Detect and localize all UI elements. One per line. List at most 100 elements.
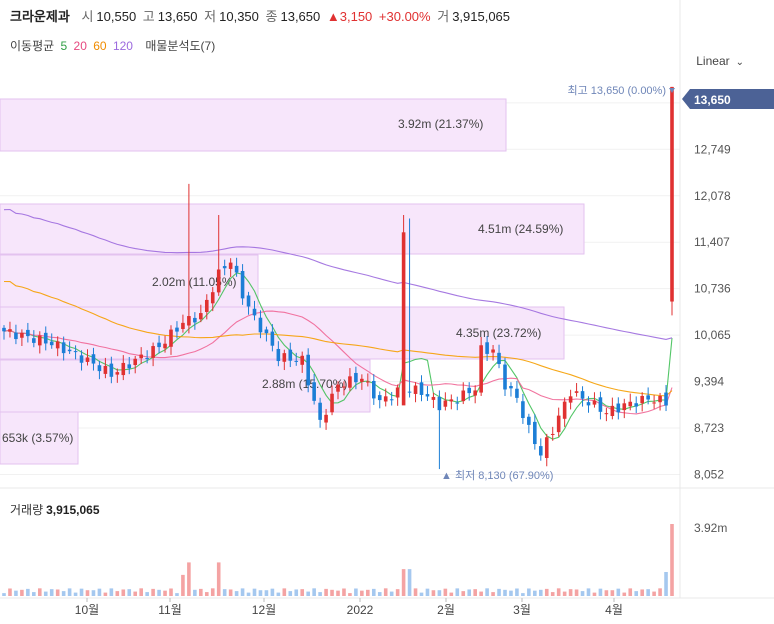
- volume-bar: [413, 588, 418, 596]
- candle-body: [49, 341, 54, 346]
- volume-bar: [491, 592, 495, 596]
- candle-body: [509, 386, 513, 389]
- volume-bar: [366, 589, 370, 596]
- volume-bar: [562, 591, 567, 596]
- volume-bar: [127, 589, 132, 596]
- volume-bar: [324, 588, 328, 596]
- volume-bar: [419, 592, 424, 596]
- volume-bar: [2, 593, 6, 596]
- volume-profile-box: [0, 254, 259, 308]
- candle-body: [354, 372, 358, 383]
- volume-bar: [49, 589, 54, 596]
- candle-body: [187, 316, 191, 326]
- candle-body: [222, 266, 227, 269]
- y-tick-label: 10,736: [694, 282, 731, 296]
- candle-body: [91, 354, 96, 364]
- candle-body: [55, 341, 60, 349]
- candle-body: [252, 308, 257, 316]
- candle-body: [443, 400, 448, 407]
- candle-body: [604, 413, 609, 415]
- volume-bar: [240, 588, 245, 596]
- candle-body: [8, 329, 12, 332]
- candle-body: [121, 362, 126, 376]
- candle-body: [664, 392, 668, 406]
- candle-body: [670, 86, 674, 302]
- volume-profile-label: 매물분석도(7): [145, 39, 216, 53]
- volume-bar: [252, 588, 257, 596]
- candle-body: [312, 382, 316, 401]
- candle-body: [157, 342, 161, 348]
- volume-bar: [395, 589, 400, 596]
- volume-bar: [109, 588, 114, 596]
- candle-body: [497, 352, 501, 365]
- candle-body: [139, 354, 143, 359]
- volume-bar: [216, 562, 221, 596]
- volume-profile: 3.92m (21.37%) 4.51m (24.59%) 2.02m (11.05…: [0, 98, 585, 465]
- ma-5: 5: [60, 39, 68, 53]
- candle-body: [336, 384, 340, 392]
- volume-bar: [20, 589, 24, 596]
- volume-bar: [580, 591, 585, 596]
- volume-bar: [336, 590, 340, 596]
- high-marker: 최고 13,650 (0.00%): [567, 84, 666, 97]
- candle-body: [20, 332, 24, 338]
- candle-body: [515, 388, 519, 398]
- moving-average-legend[interactable]: 이동평균 5 20 60 120 매물분석도(7): [10, 37, 218, 54]
- volume-bar: [598, 588, 603, 596]
- volume-value: 3,915,065: [452, 9, 511, 24]
- candle-body: [73, 351, 78, 353]
- candle-body: [646, 395, 650, 400]
- volume-bar: [97, 588, 102, 596]
- volume-bar: [175, 593, 179, 596]
- scale-selector[interactable]: Linear ⌄: [696, 54, 744, 68]
- high-label: 고: [142, 9, 155, 24]
- volume-bar: [26, 588, 30, 596]
- scale-label: Linear: [696, 54, 730, 68]
- y-tick-label: 12,749: [694, 142, 731, 156]
- volume-bar: [509, 590, 513, 596]
- candle-body: [580, 391, 585, 399]
- price-header: 크라운제과 시 10,550 고 13,650 저 10,350 종 13,650 ▲3…: [10, 6, 513, 25]
- candle-body: [43, 332, 48, 344]
- open-label: 시: [81, 9, 94, 24]
- volume-profile-box: [0, 203, 585, 255]
- candle-body: [360, 378, 364, 382]
- candle-body: [246, 295, 251, 307]
- candle-body: [145, 358, 149, 360]
- candle-body: [592, 400, 597, 405]
- volume-bar: [222, 589, 227, 596]
- candle-body: [383, 396, 388, 402]
- volume-bar: [568, 589, 573, 596]
- volume-bar: [61, 591, 66, 596]
- volume-bar: [467, 589, 472, 596]
- candle-body: [234, 265, 239, 273]
- volume-bar: [37, 588, 42, 596]
- candle-body: [67, 349, 72, 352]
- volume-bar: [377, 592, 382, 596]
- volume-bar: [264, 590, 269, 596]
- low-label: 저: [204, 9, 217, 24]
- candles: [2, 86, 674, 470]
- candle-body: [562, 401, 567, 419]
- volume-bar: [485, 588, 489, 596]
- candle-body: [473, 390, 477, 396]
- volume-panel-title: 거래량 3,915,065: [10, 501, 100, 518]
- volume-bar: [169, 588, 173, 596]
- x-tick-label: 10월: [75, 603, 99, 617]
- ma-120-line: [3, 208, 673, 340]
- candle-body: [455, 402, 460, 404]
- candle-body: [324, 414, 328, 423]
- volume-bar: [503, 589, 507, 596]
- candle-body: [640, 395, 644, 404]
- volume-bar: [163, 590, 167, 596]
- volume-bar: [288, 591, 293, 596]
- volume-bar: [634, 591, 639, 596]
- candle-body: [97, 365, 102, 372]
- x-tick-label: 12월: [252, 603, 276, 617]
- volume-bar: [455, 588, 460, 596]
- candle-body: [228, 262, 233, 269]
- volume-bar: [276, 592, 281, 596]
- candle-body: [419, 382, 424, 395]
- volume-bar: [538, 589, 543, 596]
